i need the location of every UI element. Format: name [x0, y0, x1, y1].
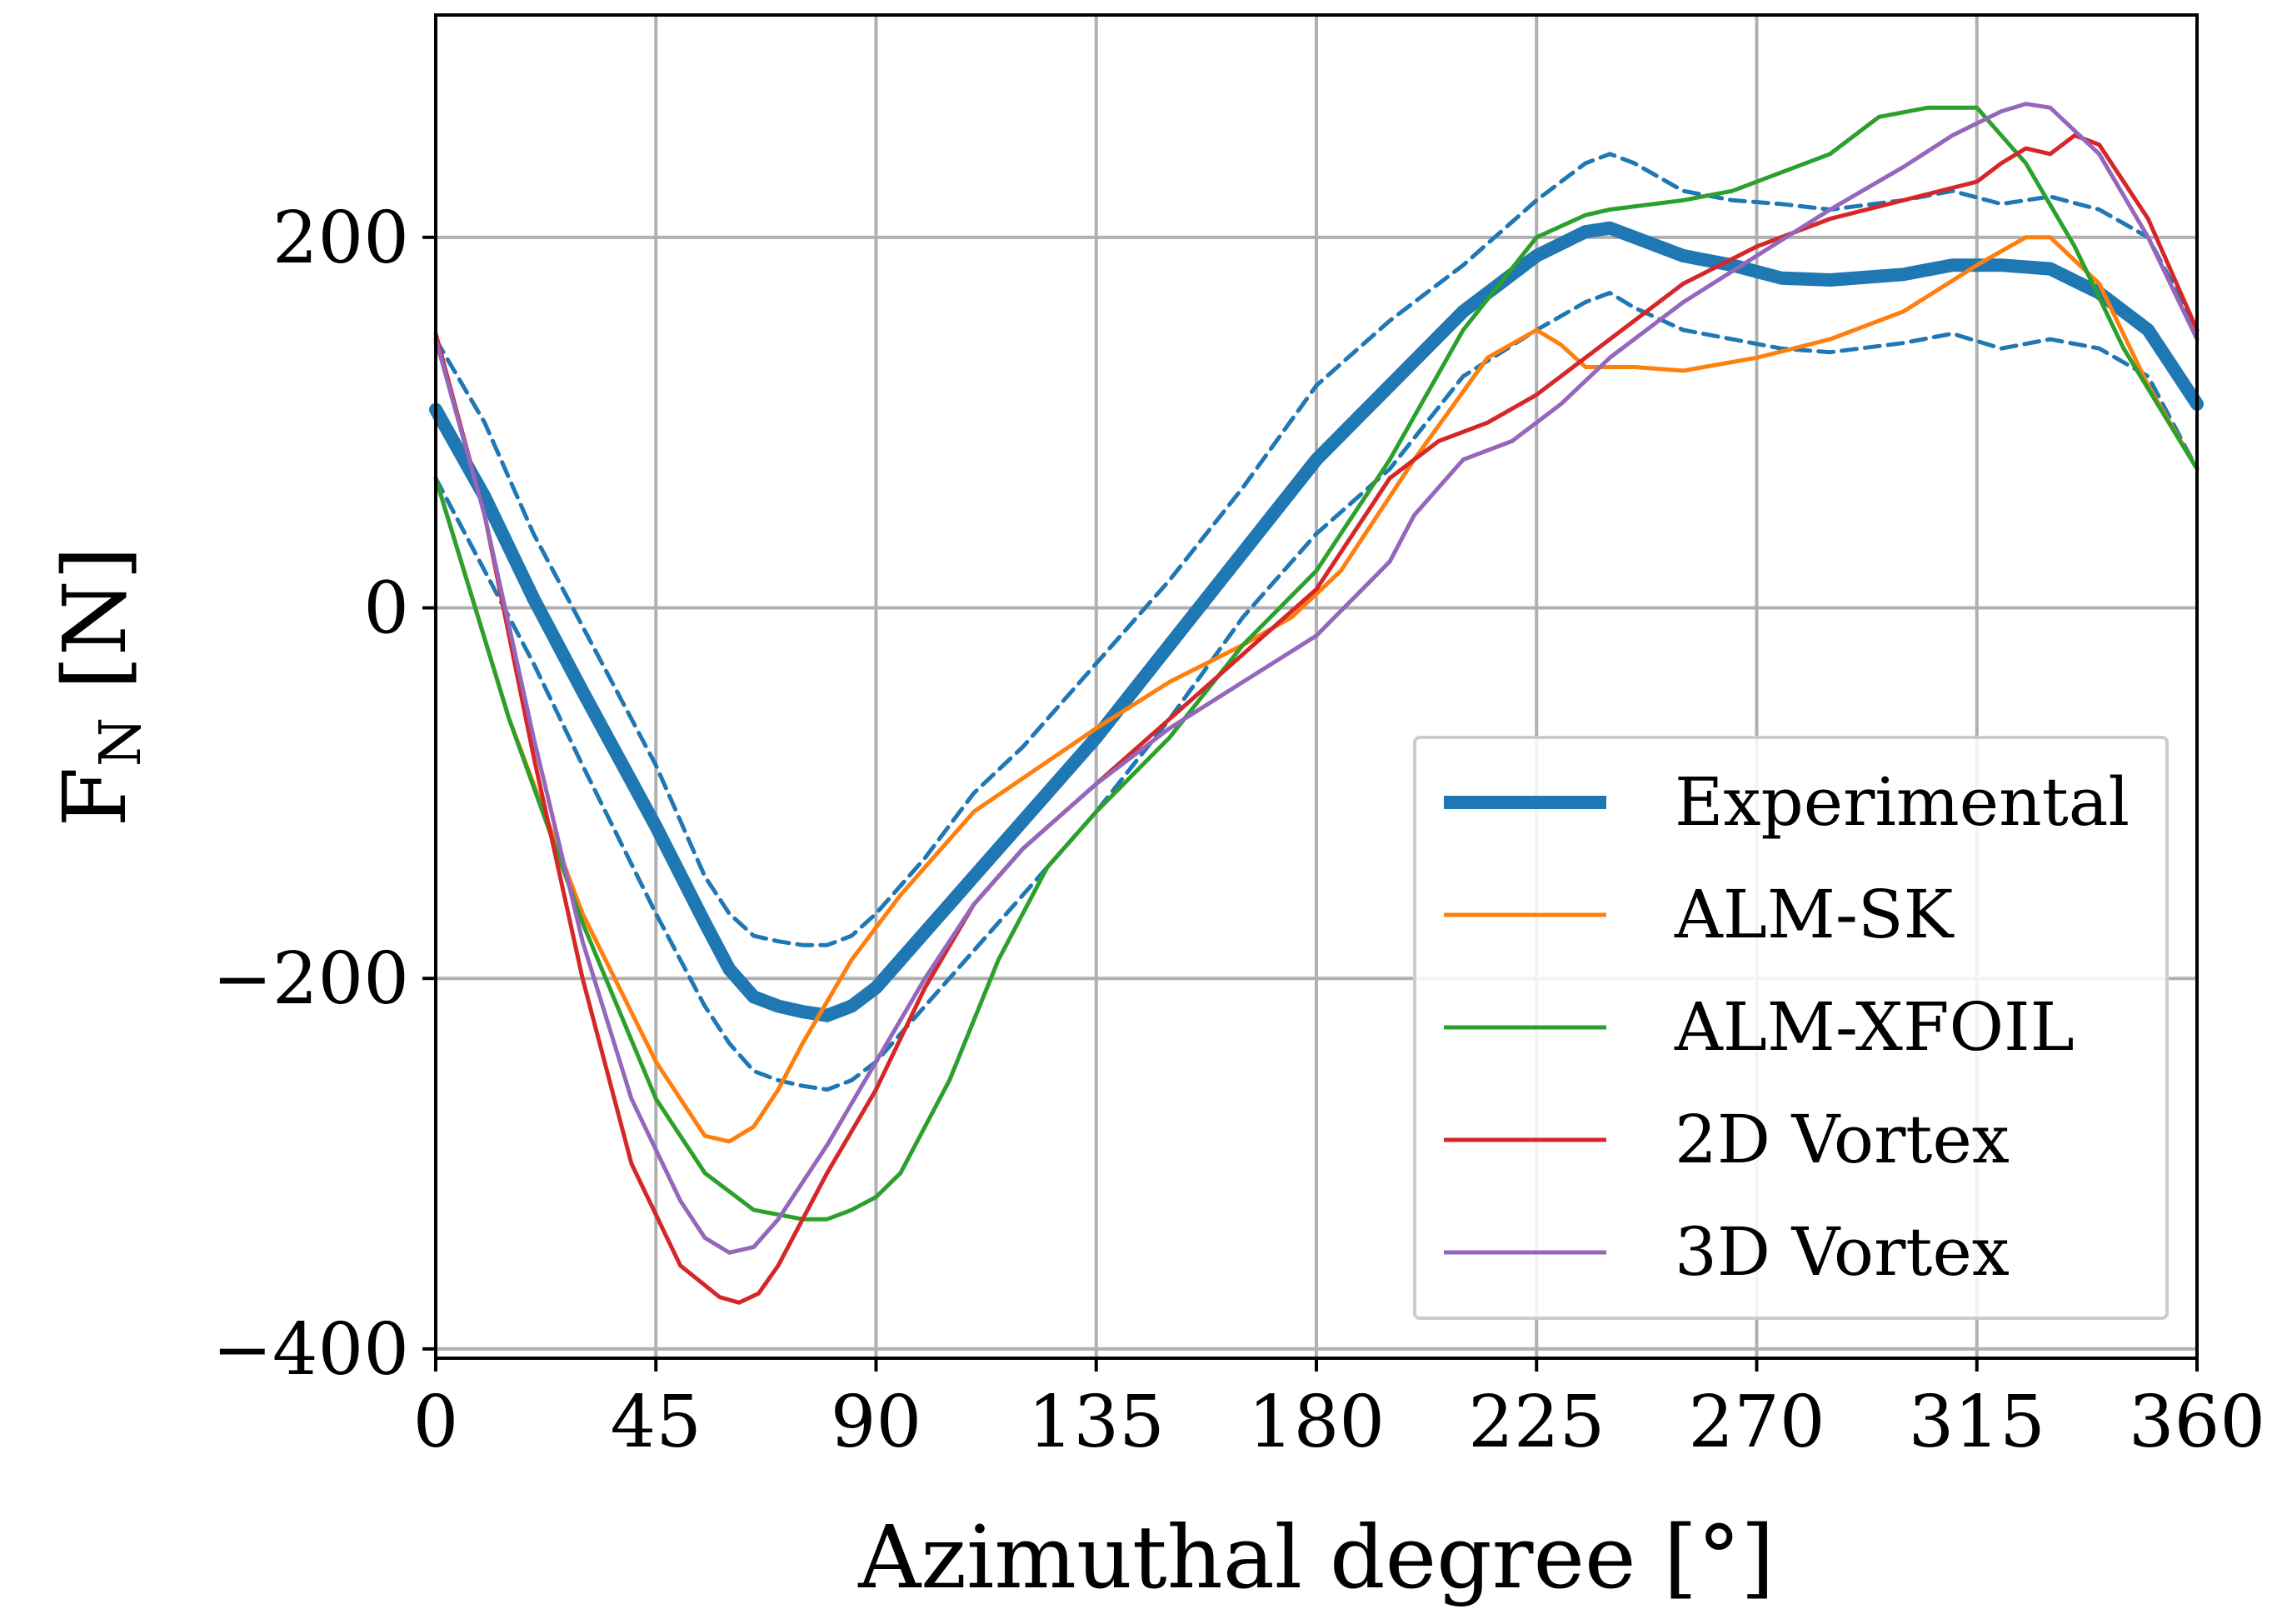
y-axis-title-main: F: [44, 767, 146, 827]
legend-label: 3D Vortex: [1675, 1213, 2010, 1291]
legend-label: 2D Vortex: [1675, 1101, 2010, 1178]
series-line-experimental-lower-band: [433, 291, 2200, 1092]
x-axis-title: Azimuthal degree [°]: [857, 1507, 1775, 1608]
y-axis-title-unit: [N]: [44, 547, 146, 717]
series-line-3d-vortex: [433, 102, 2200, 1255]
legend-label: ALM-XFOIL: [1674, 988, 2075, 1066]
x-tick-label: 270: [1688, 1381, 1825, 1464]
legend: Experimental ALM-SK ALM-XFOIL 2D Vortex 3D V…: [1413, 736, 2169, 1320]
series-line-alm-xfoil: [433, 105, 2200, 1222]
x-tick-label: 90: [831, 1381, 921, 1464]
y-tick-label: −400: [212, 1308, 409, 1392]
y-tick-label: −200: [212, 937, 409, 1021]
x-tick-label: 135: [1028, 1381, 1165, 1464]
y-axis-title: FN [N]: [44, 547, 154, 827]
tick-labels: 0 45 90 135 180 225 270 315 360 −400 −200 0 200: [212, 197, 2265, 1464]
series-line-2d-vortex: [433, 133, 2200, 1305]
x-tick-label: 315: [1909, 1381, 2045, 1464]
series-line-alm-sk: [433, 235, 2200, 1144]
x-tick-label: 360: [2129, 1381, 2265, 1464]
y-tick-label: 0: [363, 567, 409, 651]
series-layer: [429, 102, 2204, 1305]
y-axis-title-subscript: N: [88, 717, 154, 767]
x-tick-label: 0: [413, 1381, 459, 1464]
legend-label: ALM-SK: [1674, 876, 1955, 953]
y-tick-label: 200: [272, 197, 409, 280]
series-line-experimental: [429, 221, 2204, 1022]
legend-label: Experimental: [1675, 763, 2130, 841]
x-tick-label: 180: [1248, 1381, 1385, 1464]
x-tick-label: 45: [611, 1381, 702, 1464]
axis-ticks: [422, 235, 2199, 1372]
x-tick-label: 225: [1468, 1381, 1605, 1464]
legend-box: [1413, 736, 2169, 1320]
